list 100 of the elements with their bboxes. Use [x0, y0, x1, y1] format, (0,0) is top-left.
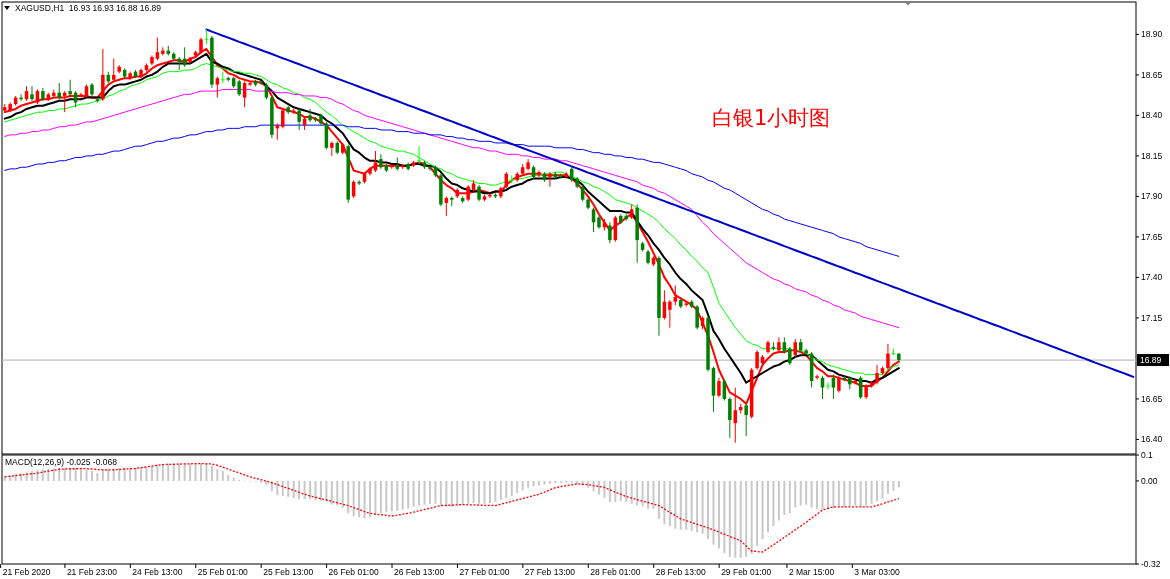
bar	[854, 480, 857, 506]
bar	[483, 480, 486, 504]
bar	[543, 480, 546, 485]
candlestick	[215, 76, 220, 99]
bar	[134, 467, 137, 481]
candlestick	[281, 108, 285, 129]
candlestick	[188, 56, 192, 65]
bar	[837, 480, 840, 508]
y-tick-label: 0.1	[1141, 449, 1154, 460]
x-tick-label: 3 Mar 03:00	[854, 566, 900, 577]
y-tick-label: 18.40	[1141, 110, 1163, 121]
bar	[379, 480, 382, 514]
bar	[101, 469, 104, 481]
candlestick	[308, 108, 312, 123]
bar	[701, 480, 704, 534]
bar	[619, 480, 622, 502]
bar	[396, 480, 399, 511]
bar	[783, 480, 786, 515]
x-tick-label: 29 Feb 01:00	[721, 566, 772, 577]
bar	[69, 467, 72, 481]
x-tick-label: 27 Feb 13:00	[524, 566, 576, 577]
bar	[47, 468, 50, 481]
candlestick	[112, 58, 116, 82]
bar	[36, 470, 39, 481]
bar	[865, 480, 868, 506]
bar	[826, 480, 829, 510]
y-tick-label: 17.15	[1141, 312, 1163, 323]
bar	[129, 468, 132, 481]
bar	[805, 480, 808, 505]
bar	[467, 480, 470, 504]
bar	[347, 480, 350, 514]
bar	[189, 463, 192, 481]
x-tick-label: 24 Feb 13:00	[132, 566, 183, 577]
x-tick-label: 28 Feb 13:00	[655, 566, 707, 577]
bar	[750, 480, 753, 554]
bar	[9, 475, 12, 481]
bar	[886, 480, 889, 494]
bar	[881, 480, 884, 499]
candlestick	[717, 377, 721, 398]
bar	[374, 480, 377, 516]
bar	[178, 463, 181, 481]
bar	[657, 480, 660, 519]
bar	[532, 480, 535, 487]
bar	[799, 480, 802, 506]
bar	[521, 480, 524, 491]
bar	[707, 480, 710, 540]
x-tick-label: 27 Feb 01:00	[459, 566, 510, 577]
bar	[63, 467, 66, 481]
bar	[761, 480, 764, 540]
bar	[767, 480, 769, 533]
bar	[788, 480, 791, 514]
bar	[439, 480, 442, 506]
candlestick	[537, 169, 541, 178]
y-tick-label: 17.65	[1141, 231, 1163, 242]
candlestick	[826, 382, 830, 390]
candlestick	[744, 403, 748, 437]
bar	[112, 468, 115, 481]
bar	[897, 480, 900, 488]
bar	[183, 463, 186, 481]
annotation: 白银1小时图	[712, 106, 831, 130]
bar	[3, 476, 6, 481]
bar	[816, 480, 819, 509]
y-tick-label: 16.65	[1141, 393, 1163, 404]
bar	[685, 480, 688, 530]
bar	[145, 466, 148, 481]
bar	[314, 480, 317, 500]
y-tick-label: 17.40	[1141, 272, 1163, 283]
bar	[85, 470, 88, 481]
bar	[221, 471, 224, 481]
bar	[434, 480, 437, 504]
bar	[287, 480, 290, 497]
bar	[418, 480, 421, 506]
y-tick-label: 18.65	[1141, 69, 1163, 80]
bar	[200, 463, 202, 481]
bar	[510, 480, 513, 496]
candlestick	[728, 396, 732, 439]
candlestick	[777, 336, 781, 353]
ref-line-label: 16.89	[1140, 355, 1162, 366]
bar	[679, 480, 682, 530]
bar	[292, 480, 295, 499]
bar	[625, 480, 628, 502]
x-tick-label: 26 Feb 01:00	[328, 566, 379, 577]
bar	[74, 467, 77, 481]
bar	[58, 467, 61, 481]
x-tick-label: 26 Feb 13:00	[394, 566, 445, 577]
bar	[363, 480, 366, 519]
bar	[205, 463, 208, 481]
bar	[652, 480, 655, 509]
y-tick-label: 17.90	[1141, 191, 1163, 202]
candlestick	[668, 299, 672, 329]
bar	[756, 480, 759, 546]
bar	[412, 480, 415, 507]
bar	[281, 480, 284, 496]
bar	[428, 480, 431, 504]
bar	[52, 468, 55, 481]
bar	[390, 480, 393, 512]
bar	[123, 467, 126, 481]
bar	[494, 480, 497, 502]
bar	[30, 471, 33, 481]
bar	[423, 480, 426, 505]
